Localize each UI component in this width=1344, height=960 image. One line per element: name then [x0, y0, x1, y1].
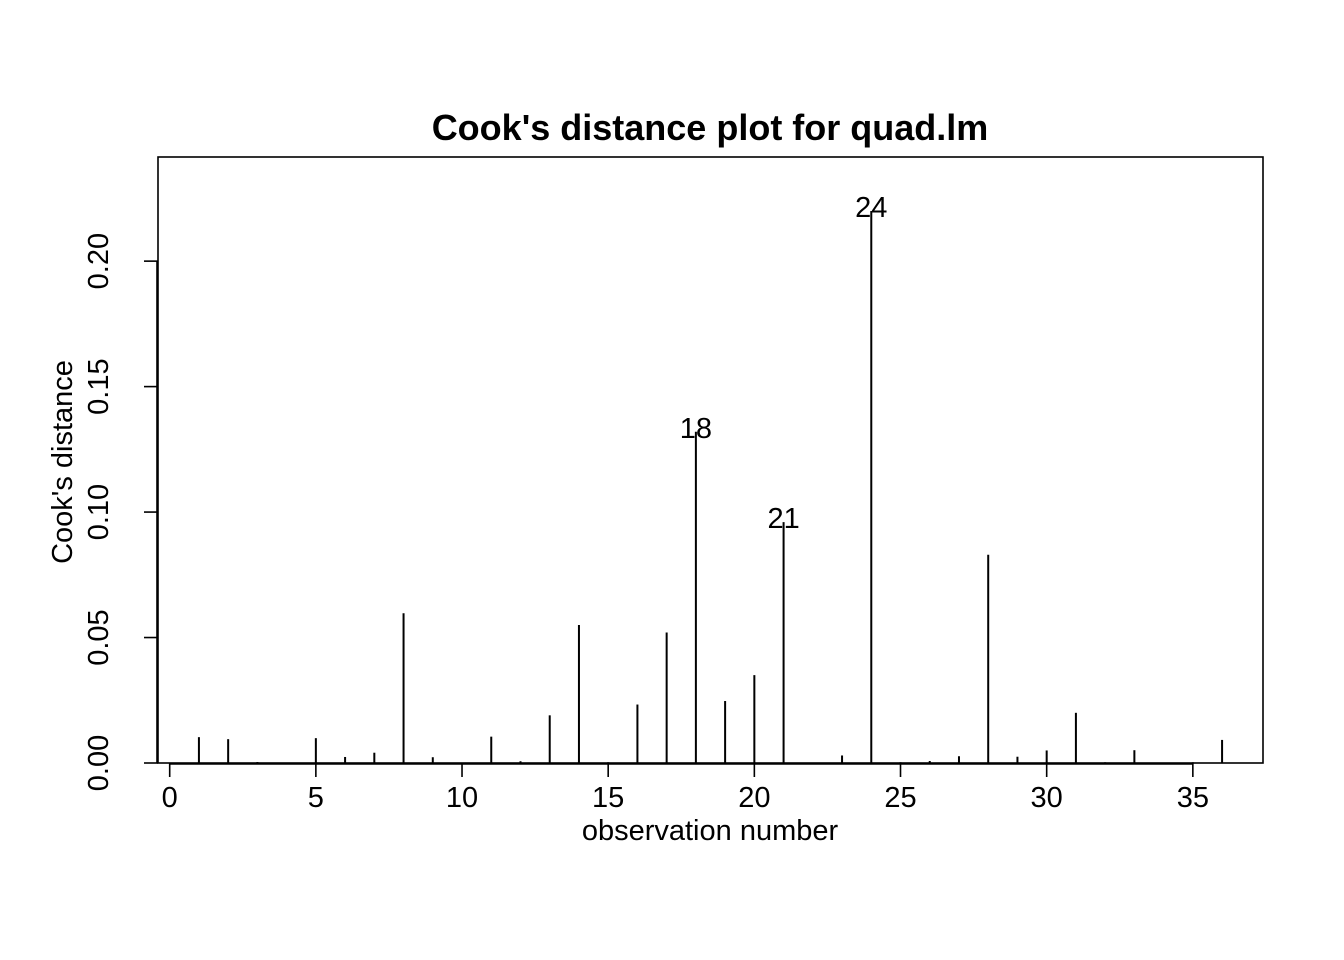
- x-tick-label: 25: [884, 782, 916, 814]
- y-axis-label: Cook's distance: [47, 360, 79, 564]
- point-labels: 18 21 24: [680, 192, 888, 535]
- y-tick-label: 0.00: [83, 735, 115, 791]
- x-axis: 0 5 10 15 20 25 30 35: [162, 763, 1209, 814]
- x-tick-label: 15: [592, 782, 624, 814]
- y-axis: 0.00 0.05 0.10 0.15 0.20: [83, 233, 158, 791]
- x-axis-label: observation number: [582, 815, 839, 847]
- x-tick-label: 0: [162, 782, 178, 814]
- x-tick-label: 20: [738, 782, 770, 814]
- bars: [197, 210, 1224, 763]
- point-label-21: 21: [767, 503, 799, 535]
- x-tick-label: 5: [308, 782, 324, 814]
- point-label-18: 18: [680, 413, 712, 445]
- point-label-24: 24: [855, 192, 887, 224]
- x-tick-label: 10: [446, 782, 478, 814]
- y-tick-label: 0.05: [83, 609, 115, 665]
- x-tick-label: 35: [1177, 782, 1209, 814]
- y-tick-label: 0.15: [83, 358, 115, 414]
- chart-title: Cook's distance plot for quad.lm: [432, 107, 989, 148]
- y-tick-label: 0.10: [83, 484, 115, 540]
- x-tick-label: 30: [1031, 782, 1063, 814]
- y-tick-label: 0.20: [83, 233, 115, 289]
- plot-frame: [157, 156, 1264, 764]
